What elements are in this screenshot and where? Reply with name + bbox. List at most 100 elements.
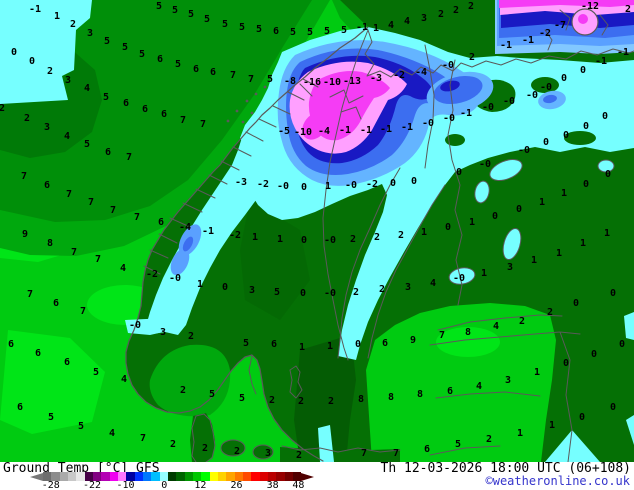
temp-value-label: 7 bbox=[439, 330, 445, 341]
temp-value-label: 0 bbox=[390, 178, 396, 189]
temp-value-label: -1 bbox=[522, 35, 534, 46]
temp-value-label: 2 bbox=[70, 19, 76, 30]
temp-value-label: -3 bbox=[370, 73, 382, 84]
temp-value-label: 2 bbox=[468, 1, 474, 12]
temp-value-label: 2 bbox=[298, 396, 304, 407]
temp-value-label: 5 bbox=[267, 74, 273, 85]
temp-value-label: -0 bbox=[169, 273, 181, 284]
temp-value-label: 7 bbox=[21, 171, 27, 182]
temp-value-label: 3 bbox=[507, 262, 513, 273]
land-shade-patches bbox=[149, 200, 556, 462]
colorbar-tick: 26 bbox=[230, 480, 243, 490]
temp-value-label: 5 bbox=[139, 49, 145, 60]
temp-value-label: 1 bbox=[539, 197, 545, 208]
temp-value-label: 0 bbox=[563, 130, 569, 141]
temp-value-label: 8 bbox=[417, 389, 423, 400]
temp-value-label: 0 bbox=[580, 65, 586, 76]
temp-value-label: -2 bbox=[366, 179, 378, 190]
temp-value-label: 2 bbox=[296, 450, 302, 461]
temp-value-label: 6 bbox=[424, 444, 430, 455]
colorbar-segment bbox=[192, 472, 202, 481]
temp-value-label: -1 bbox=[401, 122, 413, 133]
temp-value-label: -0 bbox=[129, 320, 141, 331]
temp-value-label: -1 bbox=[617, 47, 629, 58]
sea-regions bbox=[0, 0, 368, 434]
temp-value-label: 7 bbox=[248, 74, 254, 85]
temp-value-label: 6 bbox=[382, 338, 388, 349]
temp-value-label: 6 bbox=[161, 109, 167, 120]
temp-value-label: 0 bbox=[222, 282, 228, 293]
colorbar-segment bbox=[76, 472, 85, 481]
temp-value-label: 2 bbox=[453, 5, 459, 16]
temp-value-label: 5 bbox=[156, 1, 162, 12]
temp-value-label: 2 bbox=[469, 52, 475, 63]
colorbar-segment bbox=[142, 472, 152, 481]
temp-value-label: 0 bbox=[561, 73, 567, 84]
temp-value-label: -4 bbox=[179, 222, 191, 233]
temp-value-label: 1 bbox=[604, 228, 610, 239]
temp-value-label: 0 bbox=[591, 349, 597, 360]
temp-value-label: 1 bbox=[421, 227, 427, 238]
colorbar-segment bbox=[109, 472, 118, 481]
colorbar-segment bbox=[201, 472, 210, 481]
temp-value-label: 4 bbox=[109, 428, 115, 439]
temp-value-label: 6 bbox=[193, 64, 199, 75]
temp-value-label: 7 bbox=[134, 212, 140, 223]
temp-value-label: 5 bbox=[239, 393, 245, 404]
colorbar-segments bbox=[43, 472, 302, 481]
temp-value-label: 4 bbox=[120, 263, 126, 274]
colorbar-tick: -22 bbox=[82, 480, 102, 490]
temp-value-label: 2 bbox=[353, 287, 359, 298]
temp-value-label: -0 bbox=[453, 273, 465, 284]
colorbar-segment bbox=[292, 472, 302, 481]
temp-value-label: 1 bbox=[197, 279, 203, 290]
temp-value-label: -1 bbox=[595, 56, 607, 67]
temp-value-label: -2 bbox=[146, 269, 158, 280]
temp-value-label: 2 bbox=[350, 234, 356, 245]
copyright-link[interactable]: ©weatheronline.co.uk bbox=[485, 474, 631, 488]
temp-value-label: 6 bbox=[44, 180, 50, 191]
temp-value-label: 0 bbox=[456, 167, 462, 178]
temp-value-label: -10 bbox=[294, 127, 312, 138]
temp-value-label: 8 bbox=[388, 392, 394, 403]
colorbar-segment bbox=[151, 472, 160, 481]
temp-value-label: 5 bbox=[172, 5, 178, 16]
temp-value-label: 1 bbox=[556, 248, 562, 259]
temp-value-label: -7 bbox=[554, 20, 566, 31]
temp-value-label: 0 bbox=[573, 298, 579, 309]
temp-value-label: 5 bbox=[122, 42, 128, 53]
temp-value-label: 7 bbox=[361, 448, 367, 459]
temp-value-label: 3 bbox=[421, 13, 427, 24]
temp-value-label: 4 bbox=[430, 278, 436, 289]
temp-value-label: 0 bbox=[11, 47, 17, 58]
temp-value-label: -1 bbox=[339, 125, 351, 136]
temp-value-label: 7 bbox=[88, 197, 94, 208]
temp-value-label: 5 bbox=[243, 338, 249, 349]
temp-value-label: 0 bbox=[301, 182, 307, 193]
temp-value-label: 2 bbox=[374, 232, 380, 243]
temp-value-label: 0 bbox=[563, 358, 569, 369]
temp-value-label: -0 bbox=[479, 159, 491, 170]
temp-value-label: -1 bbox=[202, 226, 214, 237]
temp-value-label: -8 bbox=[284, 76, 296, 87]
temp-value-label: -0 bbox=[518, 145, 530, 156]
colorbar-segment bbox=[159, 472, 168, 481]
temp-value-label: 0 bbox=[445, 222, 451, 233]
temp-value-label: -12 bbox=[581, 1, 599, 12]
colorbar-tick: -10 bbox=[116, 480, 135, 490]
temp-value-label: 5 bbox=[93, 367, 99, 378]
temp-value-label: 1 bbox=[325, 181, 331, 192]
temp-value-label: 2 bbox=[328, 396, 334, 407]
temp-value-label: 9 bbox=[410, 335, 416, 346]
temp-value-label: 7 bbox=[80, 306, 86, 317]
temp-value-label: 5 bbox=[256, 24, 262, 35]
temp-value-label: -1 bbox=[500, 40, 512, 51]
temp-value-label: -0 bbox=[443, 113, 455, 124]
temp-value-label: -0 bbox=[324, 288, 336, 299]
temp-value-label: 2 bbox=[202, 443, 208, 454]
temp-value-label: 2 bbox=[519, 316, 525, 327]
temp-value-label: 0 bbox=[602, 111, 608, 122]
temp-value-label: 2 bbox=[234, 446, 240, 457]
temp-value-label: 2 bbox=[547, 307, 553, 318]
